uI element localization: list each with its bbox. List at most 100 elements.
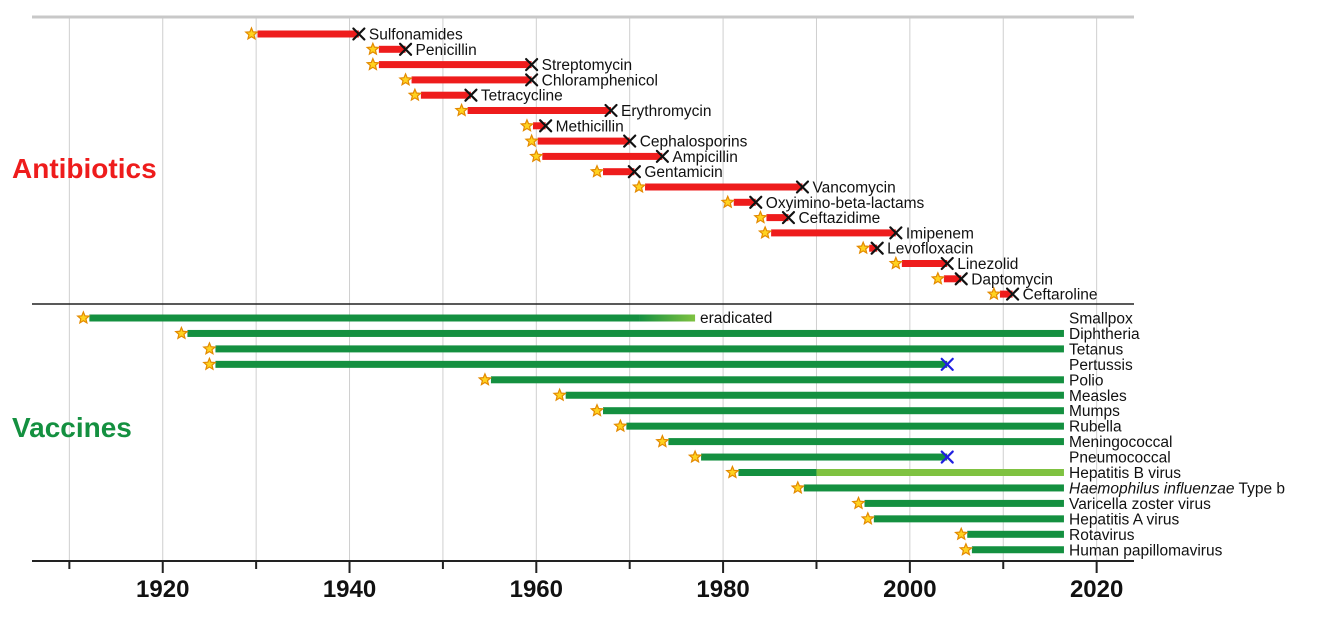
x-axis: 1920 1940 1960 1980 2000 2020 [68,561,1123,603]
vaccine-label: Smallpox [1069,311,1133,328]
vaccine-label: Tetanus [1069,341,1124,358]
resistance-x-icon [398,42,413,56]
x-tick-label: 1960 [510,576,563,603]
vaccine-bar [738,469,817,476]
resistance-x-icon-stroke-b [749,195,763,209]
antibiotic-bar [467,107,612,114]
resistance-x-icon [604,103,618,118]
vaccine-row: Rotavirus [954,526,1135,544]
vaccine-bar [187,329,1064,337]
antibiotic-row: Oxyimino-beta-lactams [720,194,925,212]
vaccine-label: Varicella zoster virus [1069,496,1211,513]
antibiotic-row: Cephalosporins [524,133,748,151]
resistance-x-icon-stroke-b [398,42,413,56]
antibiotic-label: Oxyimino-beta-lactams [766,195,925,212]
introduction-star-icon [720,194,735,209]
antibiotic-bar [532,122,546,130]
vaccine-row: Pertussis [202,356,1133,374]
introduction-star-icon [365,57,381,71]
resurgence-x-icon-stroke-b [940,357,954,371]
antibiotic-bar [603,168,635,176]
introduction-star-icon [454,102,469,117]
vaccine-row: Smallpox [76,310,1133,328]
vaccine-row: Meningococcal [655,434,1172,451]
vaccine-label: Hepatitis B virus [1069,465,1181,482]
vaccine-bar-light [816,469,1064,476]
resistance-x-icon [889,226,903,240]
antibiotic-label: Ceftazidime [798,210,880,227]
vaccine-bar [89,314,640,322]
vaccine-series: SmallpoxDiphtheriaTetanusPertussisPolioM… [76,310,1285,559]
vaccine-row: Hepatitis B virus [725,464,1181,482]
resistance-x-icon-stroke-b [954,272,968,286]
antibiotic-row: Ampicillin [529,148,738,166]
resistance-x-icon-stroke-b [604,103,618,118]
resistance-x-icon [940,256,954,271]
introduction-star-icon [855,240,871,255]
vaccine-bar [565,391,1064,399]
introduction-star-icon [589,403,605,417]
x-tick-label: 2020 [1070,576,1123,603]
grid-lines [68,18,1098,561]
introduction-star-icon [851,495,866,510]
resistance-x-icon-stroke-b [352,27,366,41]
antibiotic-row: Streptomycin [365,57,632,74]
vaccine-row: Diphtheria [174,325,1140,343]
resistance-x-icon [464,88,478,102]
resistance-x-icon-stroke-b [870,241,884,255]
vaccines-section-label: Vaccines [12,412,132,443]
introduction-star-icon [365,41,381,56]
introduction-star-icon [725,464,740,479]
antibiotic-row: Chloramphenicol [398,72,658,89]
antibiotic-row: Ceftazidime [753,210,880,227]
introduction-star-icon [613,418,628,433]
antibiotic-bar [645,183,803,191]
vaccine-label: Diphtheria [1069,326,1140,343]
antibiotic-label: Erythromycin [621,103,711,120]
resistance-x-icon [525,73,539,87]
introduction-star-icon [552,387,567,402]
vaccine-row: Mumps [589,403,1120,420]
resistance-x-icon-stroke-b [655,149,669,163]
resistance-x-icon [539,119,553,133]
introduction-star-icon [631,179,647,194]
introduction-star-icon [753,210,768,224]
antibiotic-label: Imipenem [906,225,974,242]
vaccine-row: Tetanus [202,341,1124,358]
vaccine-row: Measles [552,387,1127,405]
resistance-x-icon [627,165,641,179]
introduction-star-icon [589,164,605,178]
vaccine-bar [603,407,1064,415]
antibiotic-label: Ceftaroline [1023,287,1098,304]
resistance-x-icon [795,180,810,194]
vaccine-label: Rubella [1069,419,1122,436]
antibiotic-label: Penicillin [416,42,477,59]
antibiotic-label: Methicillin [556,118,624,135]
vaccine-bar [967,530,1064,538]
antibiotic-bar [901,260,948,267]
resistance-x-icon [781,211,796,225]
x-tick-label: 1980 [696,576,749,603]
vaccine-bar [971,546,1064,554]
vaccine-label: Rotavirus [1069,527,1135,544]
introduction-star-icon [407,87,423,102]
antibiotic-row: Daptomycin [930,271,1053,288]
introduction-star-icon [519,118,535,132]
vaccine-bar [626,422,1064,430]
antibiotic-row: Sulfonamides [244,26,463,44]
vaccine-label: Measles [1069,388,1127,405]
vaccine-label: Pneumococcal [1069,450,1171,467]
vaccine-label: Pertussis [1069,357,1133,374]
antibiotic-label: Cephalosporins [640,134,748,151]
introduction-star-icon [958,542,974,556]
antibiotic-label: Levofloxacin [887,241,973,258]
introduction-star-icon [477,372,493,386]
resistance-x-icon-stroke-b [781,211,796,225]
x-tick-label: 2000 [883,576,936,603]
antibiotics-section-label: Antibiotics [12,153,157,184]
resistance-x-icon-stroke-b [623,134,637,148]
antibiotic-row: Erythromycin [454,102,711,120]
vaccine-row: Polio [477,372,1103,389]
antibiotic-row: Levofloxacin [855,240,973,258]
vaccine-bar [701,453,948,461]
